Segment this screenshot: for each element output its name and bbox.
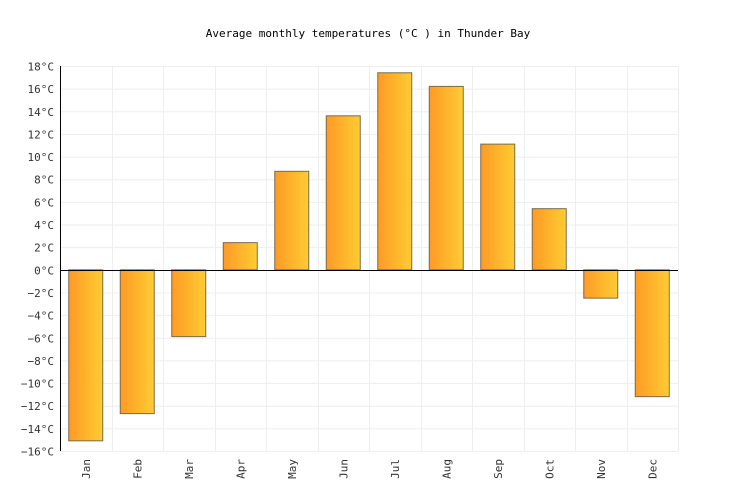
x-tick-label: Oct: [543, 459, 556, 479]
bar-sep: [480, 143, 516, 271]
y-tick-label: −12°C: [21, 400, 54, 413]
x-tick-label: Jul: [389, 459, 402, 479]
x-tick-label: Feb: [131, 459, 144, 479]
bar-jul: [377, 72, 413, 271]
y-tick-label: 0°C: [34, 264, 54, 277]
bar-oct: [531, 208, 567, 271]
x-tick-label: Aug: [440, 459, 453, 479]
x-tick-label: Apr: [234, 459, 247, 479]
y-tick-label: −4°C: [28, 310, 55, 323]
bar-aug: [428, 85, 464, 271]
y-tick-label: 18°C: [28, 61, 55, 74]
bar-dec: [634, 269, 670, 398]
bar-mar: [171, 269, 207, 338]
x-tick-label: Nov: [595, 459, 608, 479]
bars: [68, 72, 670, 442]
x-tick-label: May: [286, 459, 299, 479]
y-tick-label: −16°C: [21, 446, 54, 459]
y-tick-label: −6°C: [28, 332, 55, 345]
bar-feb: [119, 269, 155, 415]
y-tick-label: −2°C: [28, 287, 55, 300]
x-tick-label: Sep: [492, 459, 505, 479]
y-tick-label: 4°C: [34, 219, 54, 232]
x-tick-labels: Jan Feb Mar Apr May Jun Jul Aug Sep Oct Nov Dec: [80, 459, 660, 479]
x-tick-label: Jun: [337, 459, 350, 479]
y-tick-label: 10°C: [28, 151, 55, 164]
y-tick-labels: 18°C 16°C 14°C 12°C 10°C 8°C 6°C 4°C 2°C 0°C −2°C −…: [21, 61, 54, 459]
y-tick-label: 6°C: [34, 196, 54, 209]
y-tick-label: −8°C: [28, 355, 55, 368]
y-tick-label: 2°C: [34, 242, 54, 255]
y-tick-label: −14°C: [21, 423, 54, 436]
y-tick-label: 14°C: [28, 106, 55, 119]
bar-nov: [583, 269, 619, 299]
y-tick-label: 12°C: [28, 128, 55, 141]
x-tick-label: Mar: [183, 459, 196, 479]
bar-apr: [222, 242, 258, 271]
bar-jan: [68, 269, 104, 442]
axes: [60, 66, 678, 451]
y-tick-label: 16°C: [28, 83, 55, 96]
y-tick-label: 8°C: [34, 174, 54, 187]
grid-lines: [60, 66, 679, 452]
x-tick-label: Jan: [80, 459, 93, 479]
bar-jun: [325, 115, 361, 271]
y-tick-label: −10°C: [21, 378, 54, 391]
chart-title: Average monthly temperatures (°C ) in Th…: [206, 27, 531, 40]
x-tick-label: Dec: [646, 459, 659, 479]
bar-may: [274, 170, 310, 271]
